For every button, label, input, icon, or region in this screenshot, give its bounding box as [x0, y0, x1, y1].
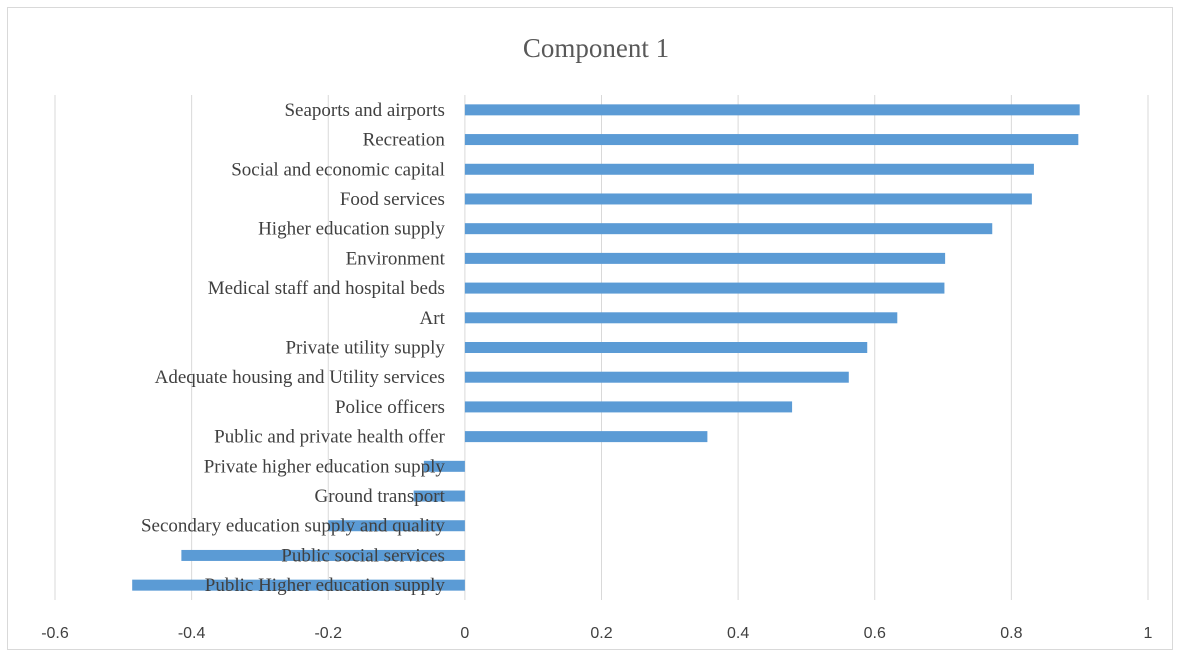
x-tick-label: 0.4: [727, 625, 749, 642]
bar: [181, 549, 465, 561]
bar: [464, 342, 868, 353]
bar: [464, 252, 946, 264]
bar: [413, 490, 465, 502]
category-label: Police officers: [335, 397, 445, 418]
x-axis-tick-labels: -0.6 -0.4 -0.2 0 0.2 0.4 0.6 0.8 1: [41, 625, 1152, 642]
bar: [464, 431, 708, 443]
category-label: Seaports and airports: [284, 100, 444, 121]
bar: [464, 223, 993, 235]
bar: [464, 401, 793, 413]
bar: [464, 312, 898, 324]
x-tick-label: 0.2: [590, 625, 612, 642]
x-tick-label: 0.8: [1000, 625, 1022, 642]
x-tick-label: -0.4: [178, 625, 206, 642]
x-tick-label: -0.2: [314, 625, 342, 642]
category-labels: Seaports and airports Recreation Social an…: [141, 100, 446, 596]
category-label: Higher education supply: [258, 219, 445, 240]
category-label: Public Higher education supply: [205, 575, 446, 596]
category-label: Secondary education supply and quality: [141, 516, 445, 537]
x-tick-label: 1: [1144, 625, 1153, 642]
category-label: Public social services: [281, 545, 445, 566]
bar: [132, 579, 465, 591]
bar: [464, 282, 945, 294]
x-tick-label: 0.6: [864, 625, 886, 642]
category-label: Ground transport: [315, 486, 446, 507]
bar: [423, 460, 465, 472]
category-label: Private utility supply: [285, 338, 445, 359]
category-label: Art: [420, 308, 446, 329]
chart-title: Component 1: [523, 33, 669, 63]
category-label: Social and economic capital: [231, 159, 445, 180]
bar: [464, 193, 1032, 205]
category-label: Environment: [346, 248, 446, 269]
x-tick-label: 0: [460, 625, 469, 642]
bars: [132, 104, 1080, 591]
bar: [464, 104, 1080, 116]
bar: [328, 520, 465, 532]
bar: [464, 134, 1079, 146]
x-tick-label: -0.6: [41, 625, 69, 642]
category-label: Recreation: [363, 130, 446, 151]
category-label: Private higher education supply: [204, 456, 446, 477]
category-label: Food services: [340, 189, 445, 210]
category-label: Medical staff and hospital beds: [208, 278, 445, 299]
category-label: Public and private health offer: [214, 427, 445, 448]
category-label: Adequate housing and Utility services: [155, 367, 445, 388]
bar: [464, 371, 849, 383]
bar: [464, 163, 1034, 175]
